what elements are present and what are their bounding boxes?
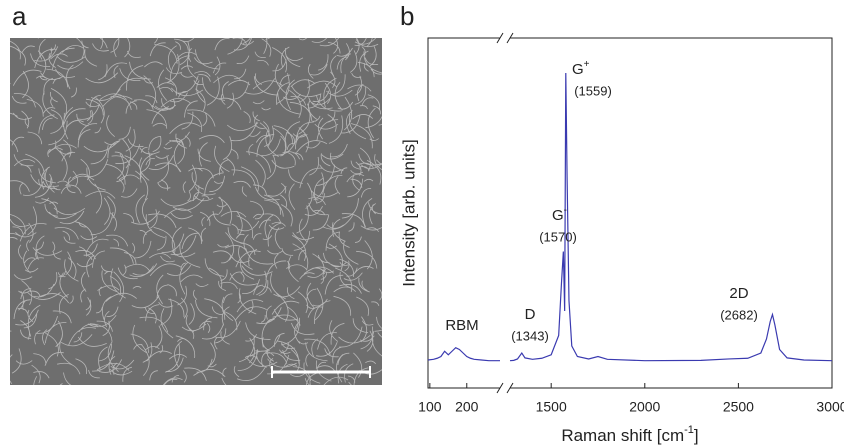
raman-plot <box>427 30 833 396</box>
sem-image <box>10 38 382 385</box>
annotation-label: RBM <box>445 317 478 334</box>
x-tick-label: 2500 <box>723 399 754 415</box>
x-axis-label: Raman shift [cm-1] <box>561 424 698 446</box>
x-tick-label: 100 <box>418 399 442 415</box>
x-tick-label: 200 <box>455 399 479 415</box>
axis-break-gap <box>500 380 510 396</box>
panel-label: b <box>400 1 414 31</box>
annotation-text: G <box>572 61 584 78</box>
annotation-label: G- <box>552 205 567 224</box>
annotation-note: (1559) <box>574 83 612 98</box>
annotation-note: (2682) <box>720 307 758 322</box>
y-axis-label: Intensity [arb. units] <box>399 139 418 286</box>
x-label-text: Raman shift [cm <box>561 426 684 445</box>
annotation-text: G <box>552 207 564 224</box>
annotation-label: 2D <box>729 285 748 302</box>
panel-label: a <box>12 1 27 31</box>
x-tick-label: 3000 <box>816 399 844 415</box>
annotation-sup: + <box>584 59 590 70</box>
annotation-note: (1343) <box>511 328 549 343</box>
annotation-text: RBM <box>445 317 478 334</box>
annotation-label: G+ <box>572 59 590 78</box>
plot-frame <box>427 37 833 389</box>
x-tick-label: 2000 <box>629 399 660 415</box>
annotation-text: 2D <box>729 285 748 302</box>
axis-break <box>496 32 514 394</box>
annotation-note: (1570) <box>539 229 577 244</box>
x-tick-label: 1500 <box>536 399 567 415</box>
x-label-end: ] <box>694 426 699 445</box>
axis-break-gap <box>500 30 510 46</box>
annotation-text: D <box>525 306 536 323</box>
annotation-sup: - <box>564 205 567 216</box>
annotation-label: D <box>525 306 536 323</box>
spectrum-line <box>427 72 833 362</box>
x-label-sup: -1 <box>684 424 694 436</box>
